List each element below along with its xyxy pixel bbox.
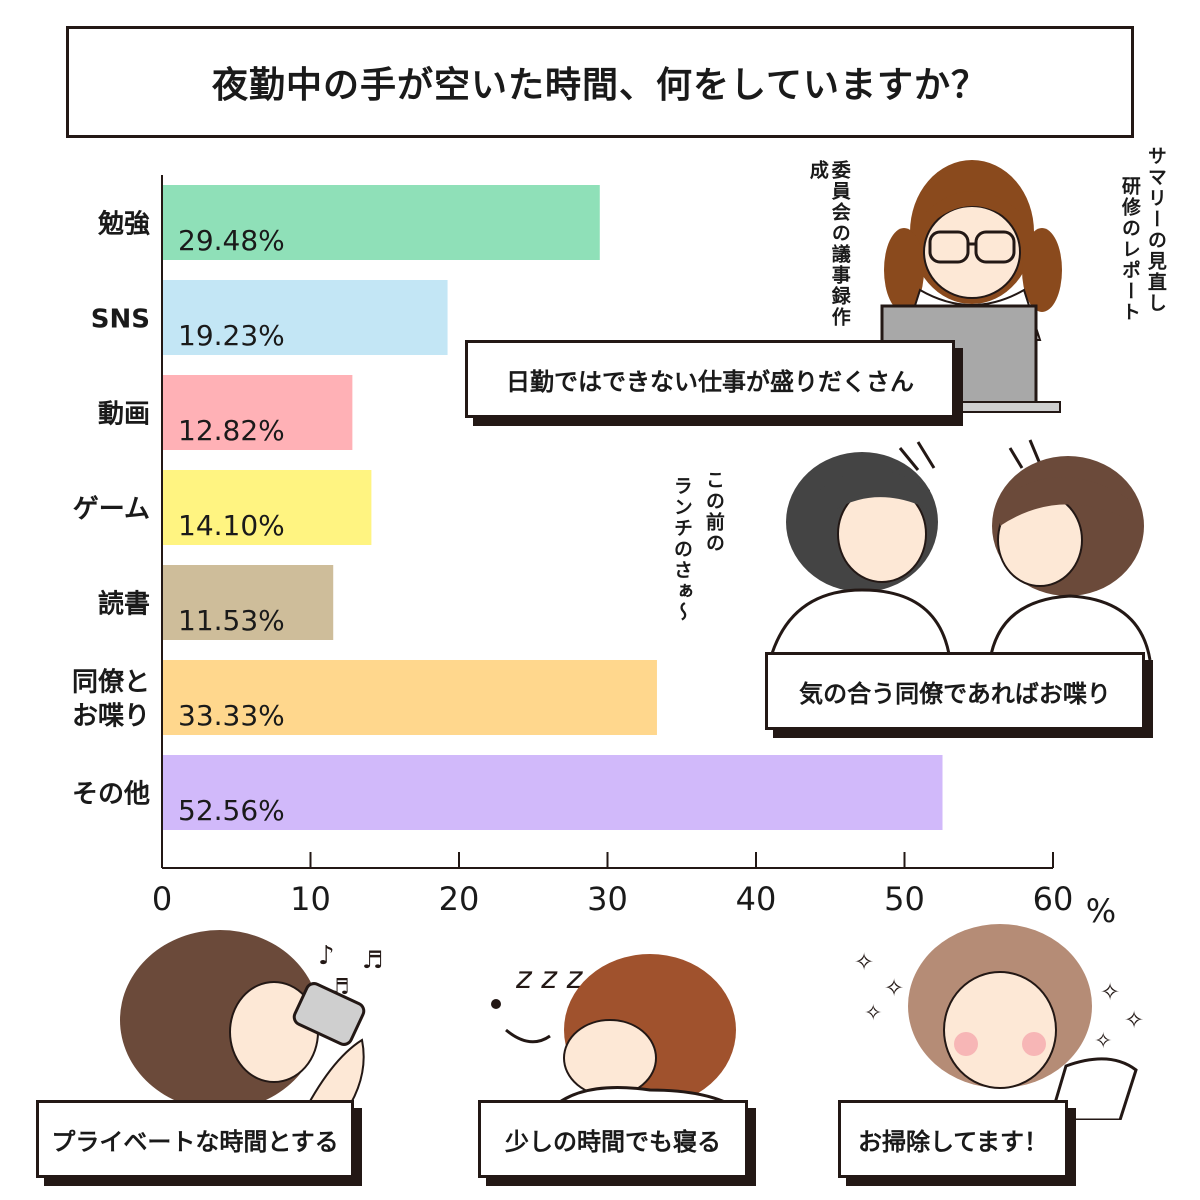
private-time-caption: プライベートな時間とする xyxy=(36,1100,354,1178)
x-tick-label: 0 xyxy=(152,880,172,918)
bar-4 xyxy=(162,565,334,640)
bar-3 xyxy=(162,470,372,545)
speech-lunch-ne: ランチのさぁ〜 xyxy=(670,476,693,623)
sparkle-icon: ✧ xyxy=(884,974,904,1002)
bar-value-label: 52.56% xyxy=(178,794,285,827)
bar-value-label: 14.10% xyxy=(178,509,285,542)
note-training-report: 研修のレポート xyxy=(1118,176,1141,323)
sparkle-icon: ✧ xyxy=(854,948,874,976)
bar-1 xyxy=(162,280,448,355)
sparkle-icon: ✧ xyxy=(864,1001,882,1026)
x-tick-label: 10 xyxy=(290,880,331,918)
zzz-icon: z z z xyxy=(515,961,584,996)
chat-caption: 気の合う同僚であればお喋り xyxy=(765,652,1145,730)
x-unit-label: % xyxy=(1086,892,1116,930)
bar-value-label: 33.33% xyxy=(178,699,285,732)
x-tick-label: 40 xyxy=(736,880,777,918)
category-label: ゲーム xyxy=(73,495,150,525)
note-summary-review: サマリーの見直し xyxy=(1144,146,1167,314)
cleaning-illustration: ✧ ✧ ✧ ✧ ✧ ✧ xyxy=(854,924,1144,1120)
category-label: 読書 xyxy=(98,589,150,620)
colleagues-chatting-illustration xyxy=(768,439,1152,660)
category-label: 同僚とお喋り xyxy=(72,668,150,732)
category-label: 動画 xyxy=(98,400,150,430)
x-tick-label: 30 xyxy=(587,880,628,918)
x-tick-label: 60 xyxy=(1033,880,1074,918)
bar-2 xyxy=(162,375,353,450)
bar-value-label: 29.48% xyxy=(178,224,285,257)
cleaning-caption: お掃除してます！ xyxy=(838,1100,1068,1178)
note-committee-minutes: 委員会の議事録作成 xyxy=(806,160,851,328)
bar-value-label: 12.82% xyxy=(178,414,285,447)
category-label: SNS xyxy=(91,305,150,335)
sparkle-icon: ✧ xyxy=(1124,1006,1144,1034)
sparkle-icon: ✧ xyxy=(1100,978,1120,1006)
bar-0 xyxy=(162,185,600,260)
sleep-caption: 少しの時間でも寝る xyxy=(478,1100,748,1178)
sparkle-icon: ✧ xyxy=(1094,1029,1112,1054)
phone-music-illustration: ♪ ♬ ♬ xyxy=(120,930,384,1120)
category-label: その他 xyxy=(72,780,150,810)
speech-this-lunch: この前の xyxy=(702,470,725,554)
bar-value-label: 19.23% xyxy=(178,319,285,352)
music-note-icon: ♪ xyxy=(318,941,335,971)
bar-6 xyxy=(162,755,943,830)
music-note-icon: ♬ xyxy=(362,946,384,974)
bar-value-label: 11.53% xyxy=(178,604,285,637)
study-caption: 日勤ではできない仕事が盛りだくさん xyxy=(465,340,955,418)
bar-5 xyxy=(162,660,657,735)
page-title: 夜勤中の手が空いた時間、何をしていますか？ xyxy=(66,26,1134,138)
x-tick-label: 20 xyxy=(439,880,480,918)
sleeping-illustration: z z z xyxy=(491,954,741,1110)
x-tick-label: 50 xyxy=(884,880,925,918)
category-label: 勉強 xyxy=(97,210,150,240)
